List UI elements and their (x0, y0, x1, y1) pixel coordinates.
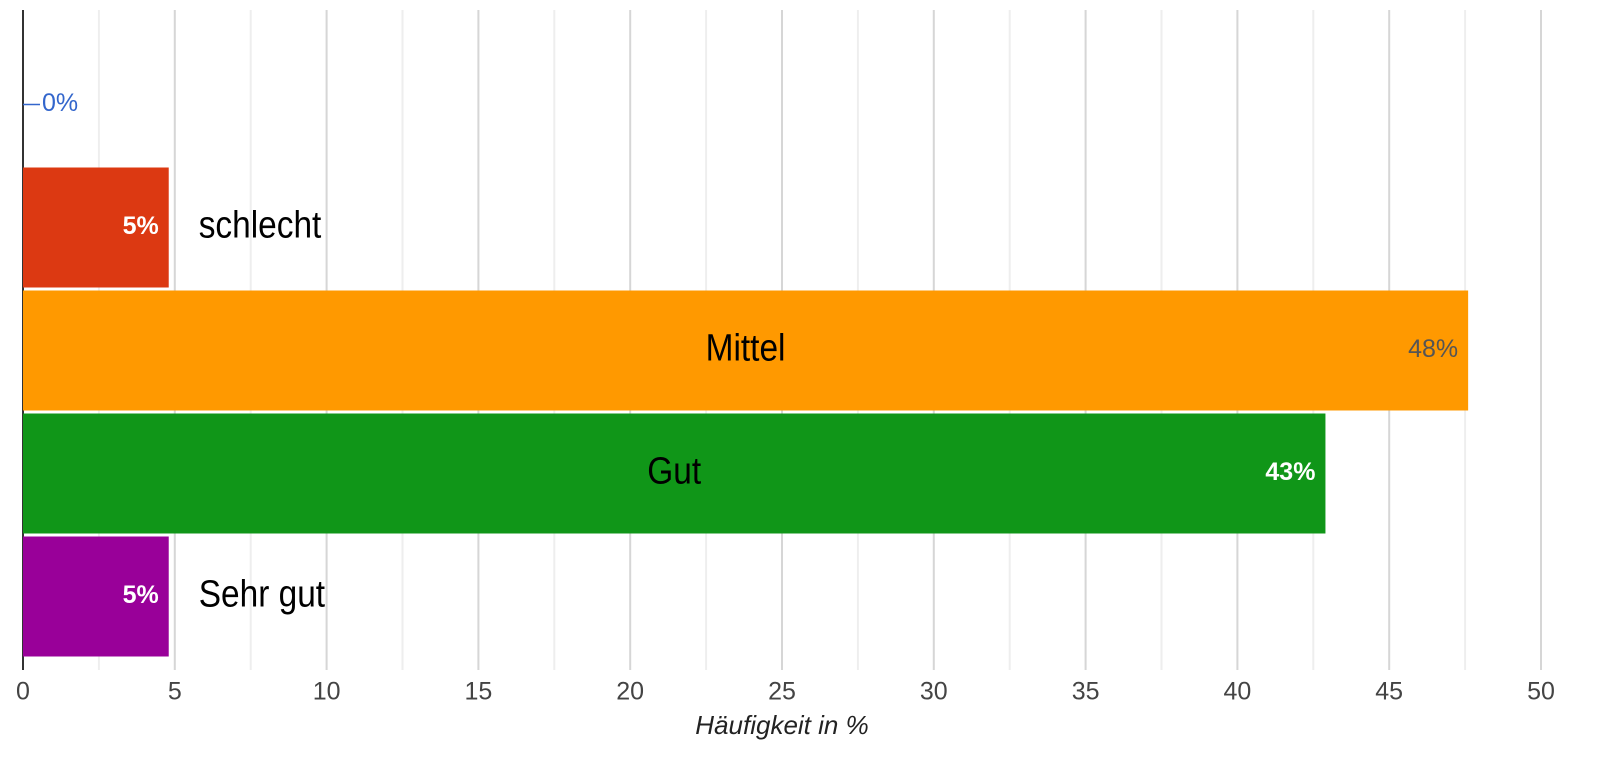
x-tick-label: 15 (464, 678, 492, 706)
category-label: Sehr gut (199, 573, 325, 615)
bar (23, 536, 169, 657)
bar (23, 167, 169, 288)
x-tick-label: 5 (168, 678, 182, 706)
value-label: 48% (1408, 335, 1458, 363)
x-tick-label: 35 (1072, 678, 1100, 706)
category-label: Mittel (706, 327, 786, 369)
x-tick-label: 25 (768, 678, 796, 706)
x-tick-label: 20 (616, 678, 644, 706)
x-tick-label: 45 (1375, 678, 1403, 706)
value-label: 5% (123, 212, 159, 240)
x-axis-title: Häufigkeit in % (695, 710, 868, 740)
value-label: 43% (1265, 458, 1315, 486)
value-label: 0% (42, 89, 78, 117)
x-tick-label: 30 (920, 678, 948, 706)
bar (23, 413, 1326, 534)
x-tick-label: 40 (1223, 678, 1251, 706)
bar (23, 290, 1469, 411)
x-tick-label: 50 (1527, 678, 1555, 706)
category-label: Gut (647, 450, 701, 492)
x-tick-label: 10 (313, 678, 341, 706)
category-label: schlecht (199, 204, 322, 246)
value-label: 5% (123, 581, 159, 609)
x-tick-label: 0 (16, 678, 30, 706)
